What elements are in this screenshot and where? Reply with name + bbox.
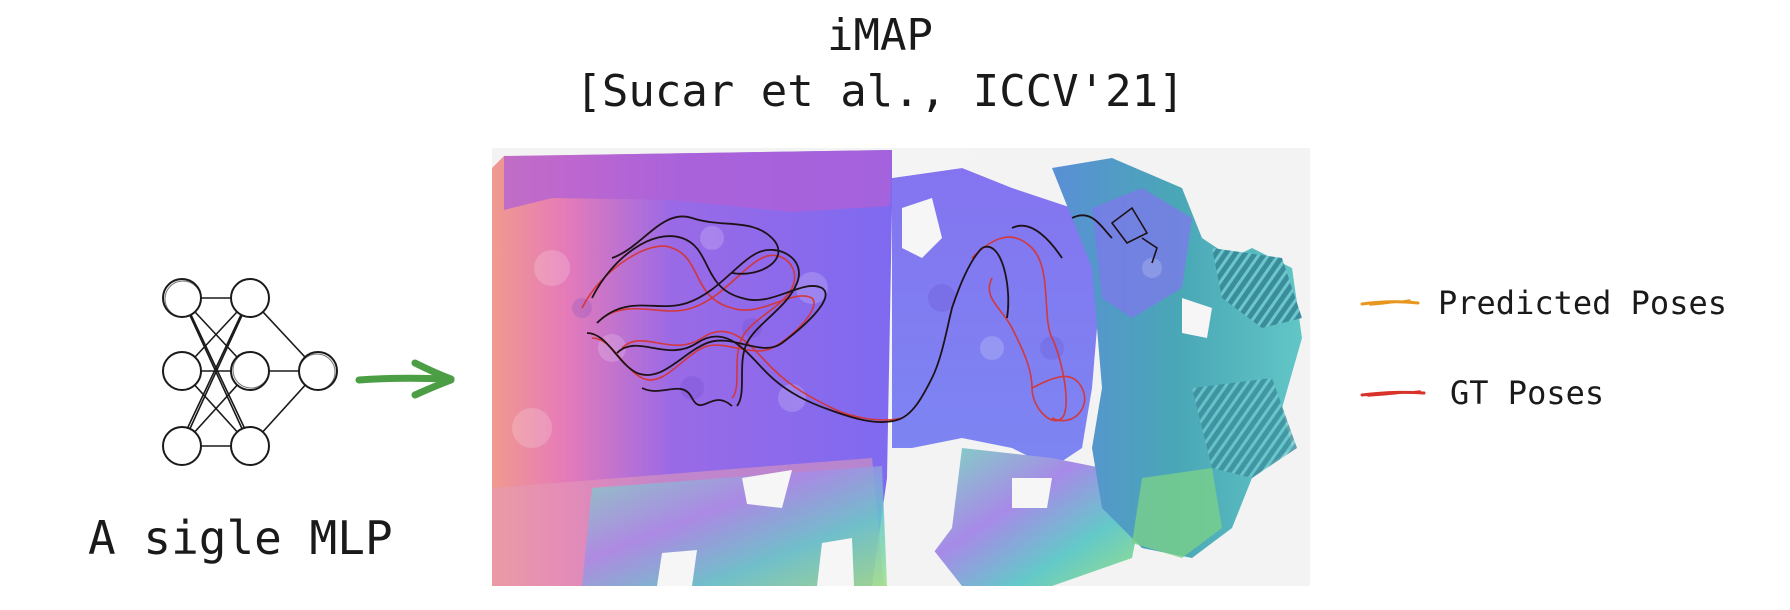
- gt-line-icon: [1360, 390, 1426, 397]
- method-citation: [Sucar et al., ICCV'21]: [575, 66, 1185, 117]
- mlp-caption: A sigle MLP: [88, 511, 393, 565]
- slide-title: iMAP [Sucar et al., ICCV'21]: [0, 8, 1760, 120]
- legend-label: GT Poses: [1450, 374, 1605, 412]
- reconstruction-normal-map-image: [492, 148, 1310, 586]
- mlp-network-icon: [150, 268, 350, 478]
- legend-label: Predicted Poses: [1438, 284, 1727, 322]
- arrow-right-icon: [353, 355, 458, 405]
- predicted-line-icon: [1360, 299, 1420, 306]
- method-name: iMAP: [827, 10, 933, 61]
